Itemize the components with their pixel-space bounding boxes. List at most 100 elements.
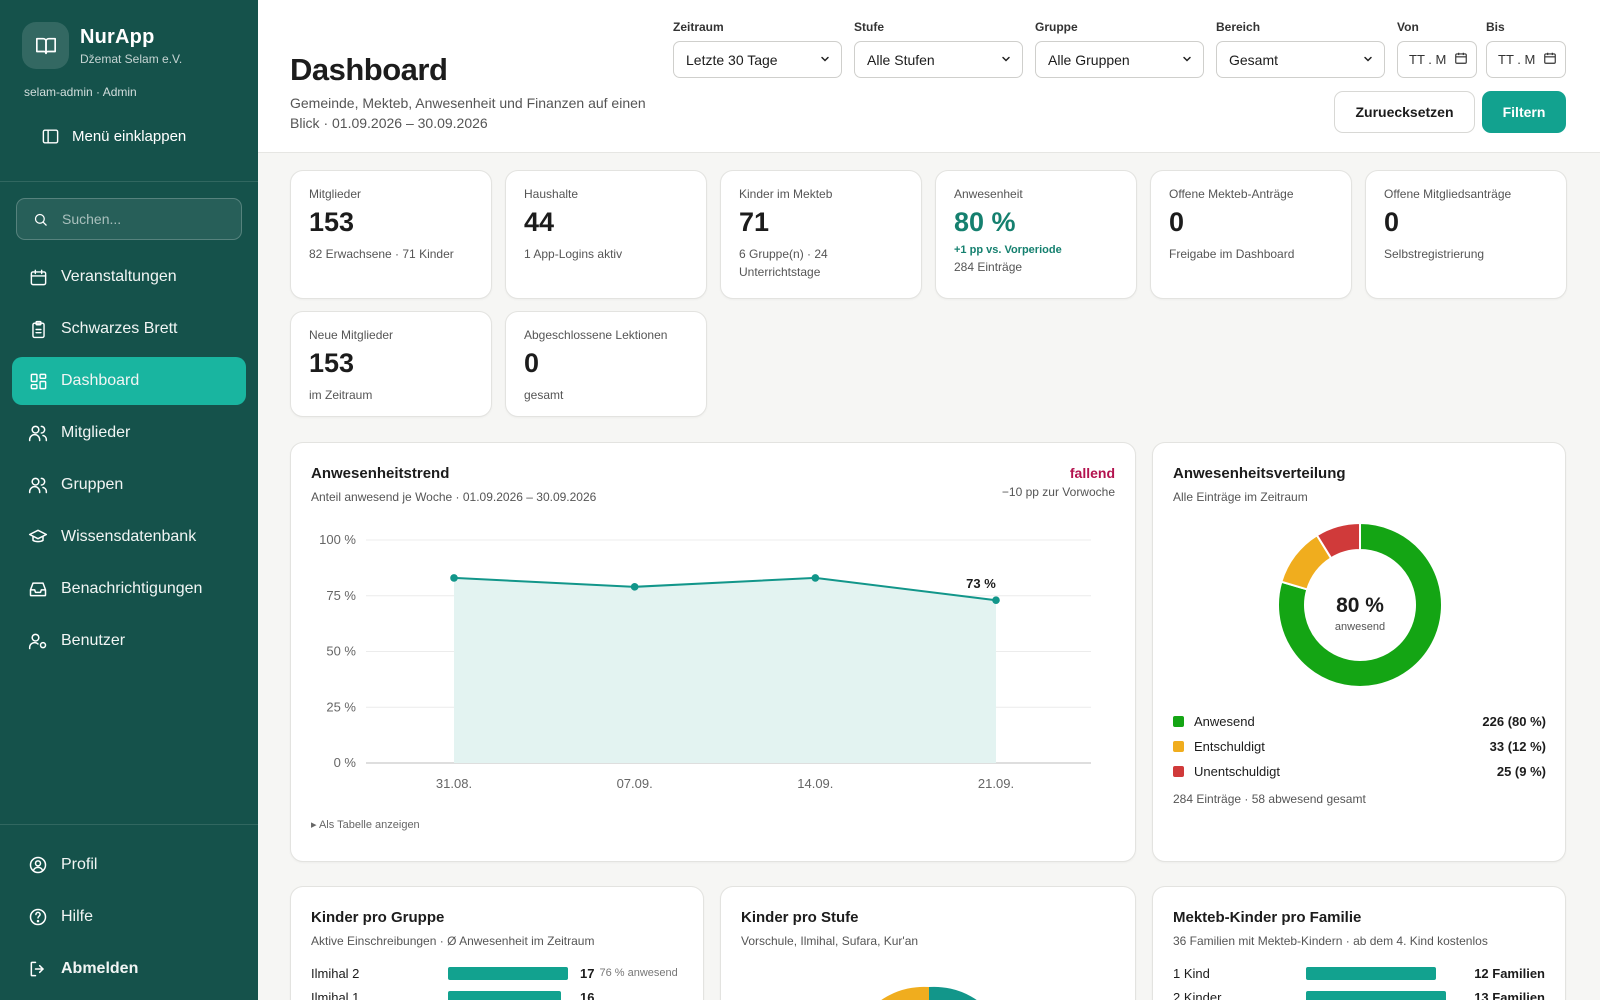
gruppe-select[interactable]: Alle Gruppen	[1035, 41, 1204, 78]
kpi-label: Anwesenheit	[954, 187, 1023, 201]
von-date-input[interactable]: TT . MM	[1397, 41, 1477, 78]
sidebar-item-dashboard[interactable]: Dashboard	[12, 357, 246, 405]
family-label: 1 Kind	[1173, 965, 1210, 981]
search-box[interactable]	[16, 198, 242, 240]
children-per-group-panel: Kinder pro Gruppe Aktive Einschreibungen…	[290, 886, 704, 1000]
date-placeholder: TT . MM	[1409, 52, 1447, 67]
legend-row-entschuldigt: Entschuldigt 33 (12 %)	[1173, 736, 1546, 756]
group-row: Ilmihal 2 17 76 % anwesend	[311, 963, 691, 983]
kpi-card-mitgliedsantraege: Offene Mitgliedsanträge 0 Selbstregistri…	[1365, 170, 1567, 299]
trend-point	[992, 596, 1000, 605]
children-per-level-panel: Kinder pro Stufe Vorschule, Ilmihal, Suf…	[720, 886, 1136, 1000]
legend-swatch	[1173, 765, 1184, 777]
distribution-footer: 284 Einträge · 58 abwesend gesamt	[1173, 792, 1366, 806]
sidebar-item-veranstaltungen[interactable]: Veranstaltungen	[12, 253, 246, 301]
group-bar-track	[448, 966, 568, 980]
kpi-value: 153	[309, 348, 355, 378]
sidebar-item-profil[interactable]: Profil	[12, 841, 246, 889]
x-tick-label: 14.09.	[797, 776, 833, 791]
search-input[interactable]	[62, 211, 222, 227]
kpi-label: Kinder im Mekteb	[739, 187, 833, 201]
sidebar-item-benutzer[interactable]: Benutzer	[12, 617, 246, 665]
attendance-distribution-panel: Anwesenheitsverteilung Alle Einträge im …	[1152, 442, 1566, 862]
sidebar-item-label: Hilfe	[61, 908, 94, 925]
kpi-sub: im Zeitraum	[309, 388, 373, 402]
sidebar-item-hilfe[interactable]: Hilfe	[12, 893, 246, 941]
sidebar-item-schwarzes-brett[interactable]: Schwarzes Brett	[12, 305, 246, 353]
family-bar-track	[1306, 966, 1446, 980]
filter-label: Gruppe	[1035, 20, 1078, 34]
attendance-trend-chart: 0 % 25 % 50 % 75 % 100 % 31.08. 07.09. 14.09. 21…	[319, 532, 1091, 791]
trend-point	[811, 574, 820, 582]
zeitraum-select[interactable]: Letzte 30 Tage	[673, 41, 842, 78]
family-bar	[1306, 966, 1437, 980]
kpi-sub: 284 Einträge	[954, 260, 1023, 274]
legend-row-unentschuldigt: Unentschuldigt 25 (9 %)	[1173, 761, 1546, 781]
panel-subtitle: Alle Einträge im Zeitraum	[1173, 490, 1308, 504]
filter-label: Stufe	[854, 20, 884, 34]
sidebar-item-label: Gruppen	[61, 476, 124, 493]
kpi-sub: 6 Gruppe(n) · 24 Unterrichtstage	[739, 247, 828, 279]
chevron-down-icon	[1362, 52, 1374, 68]
collapse-menu-button[interactable]: Menü einklappen	[40, 126, 186, 146]
filter-label: Bis	[1486, 20, 1505, 34]
panel-subtitle: Aktive Einschreibungen · Ø Anwesenheit i…	[311, 934, 595, 948]
y-tick-label: 75 %	[326, 588, 356, 603]
family-row: 1 Kind 12 Familien	[1173, 963, 1545, 983]
show-table-toggle[interactable]: ▸ Als Tabelle anzeigen	[311, 819, 420, 831]
date-placeholder: TT . MM	[1498, 52, 1536, 67]
filter-bis: Bis TT . MM	[1486, 20, 1566, 78]
sidebar-item-label: Abmelden	[61, 960, 139, 977]
group-count: 17	[580, 965, 595, 981]
kpi-value: 44	[524, 207, 555, 237]
trend-status: fallend	[1069, 465, 1115, 481]
logout-button[interactable]: Abmelden	[12, 945, 246, 993]
y-tick-label: 50 %	[326, 644, 356, 659]
kpi-value: 0	[524, 348, 540, 378]
panel-title: Kinder pro Gruppe	[311, 909, 445, 926]
user-circle-icon	[28, 855, 48, 875]
dashboard-grid-icon	[28, 371, 48, 391]
donut-slice	[1315, 521, 1361, 560]
stufe-select[interactable]: Alle Stufen	[854, 41, 1023, 78]
calendar-icon	[28, 267, 48, 287]
panel-subtitle: Anteil anwesend je Woche · 01.09.2026 – …	[311, 490, 597, 504]
x-tick-label: 07.09.	[617, 776, 653, 791]
kpi-value: 80 %	[954, 207, 1016, 237]
legend-label: Entschuldigt	[1194, 738, 1265, 754]
panel-subtitle: Vorschule, Ilmihal, Sufara, Kur'an	[741, 934, 919, 948]
logout-icon	[28, 959, 48, 979]
kpi-card-mitglieder: Mitglieder 153 82 Erwachsene · 71 Kinder	[290, 170, 492, 299]
levels-donut-chart	[881, 986, 977, 1000]
select-value: Alle Stufen	[867, 51, 935, 68]
sidebar-item-mitglieder[interactable]: Mitglieder	[12, 409, 246, 457]
sidebar-item-wissensdatenbank[interactable]: Wissensdatenbank	[12, 513, 246, 561]
group-bar	[448, 990, 561, 1000]
kpi-sub: gesamt	[524, 388, 564, 402]
collapse-menu-label: Menü einklappen	[72, 127, 187, 145]
app-name: NurApp	[80, 25, 155, 48]
donut-center-label: anwesend	[1335, 621, 1385, 633]
group-count: 16	[580, 989, 595, 1000]
bereich-select[interactable]: Gesamt	[1216, 41, 1385, 78]
users-icon	[28, 475, 48, 495]
children-per-family-panel: Mekteb-Kinder pro Familie 36 Familien mi…	[1152, 886, 1566, 1000]
help-circle-icon	[28, 907, 48, 927]
trend-area	[454, 577, 996, 763]
legend-swatch	[1173, 740, 1184, 752]
sidebar-item-gruppen[interactable]: Gruppen	[12, 461, 246, 509]
bis-date-input[interactable]: TT . MM	[1486, 41, 1566, 78]
panel-title: Kinder pro Stufe	[741, 909, 859, 926]
chevron-down-icon	[1000, 52, 1012, 68]
sidebar-item-benachrichtigungen[interactable]: Benachrichtigungen	[12, 565, 246, 613]
kpi-sub: Selbstregistrierung	[1384, 247, 1485, 261]
kpi-sub: 1 App-Logins aktiv	[524, 247, 623, 261]
kpi-card-kinder: Kinder im Mekteb 71 6 Gruppe(n) · 24 Unt…	[720, 170, 922, 299]
filter-button[interactable]: Filtern	[1482, 91, 1566, 133]
sidebar-divider	[0, 824, 258, 825]
panel-title: Anwesenheitsverteilung	[1173, 465, 1346, 482]
select-value: Letzte 30 Tage	[686, 51, 778, 68]
reset-button[interactable]: Zuruecksetzen	[1334, 91, 1475, 133]
panel-title: Anwesenheitstrend	[311, 465, 450, 482]
user-gear-icon	[28, 631, 48, 651]
